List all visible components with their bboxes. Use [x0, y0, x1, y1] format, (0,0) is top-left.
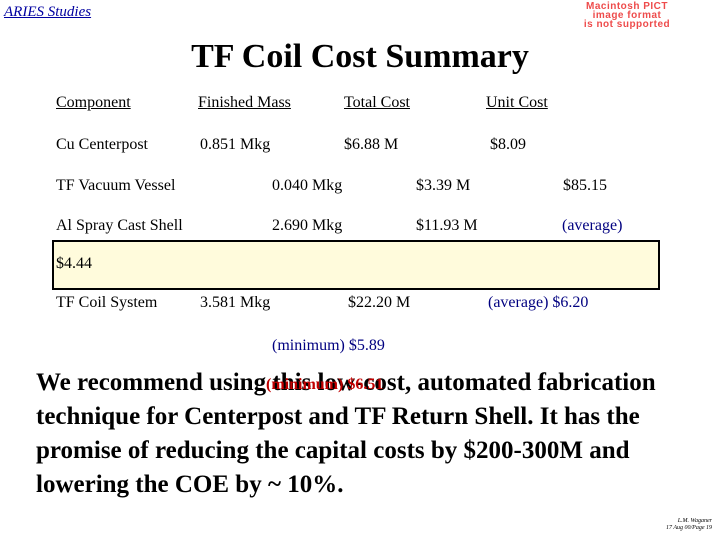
system-mass: 3.581 Mkg — [200, 294, 271, 311]
header-component: Component — [56, 94, 131, 111]
pict-unsupported-notice: Macintosh PICT image format is not suppo… — [556, 2, 698, 32]
overlay-minimum-note: (minimum) $6.51 — [266, 376, 384, 393]
row-shell-component: Al Spray Cast Shell — [56, 217, 183, 234]
row-vessel-unit: $85.15 — [563, 177, 607, 194]
row-vessel-mass: 0.040 Mkg — [272, 177, 343, 194]
row-shell-total: $11.93 M — [416, 217, 478, 234]
system-total: $22.20 M — [348, 294, 411, 311]
system-unit-average: (average) $6.20 — [488, 294, 589, 311]
recommendation-paragraph: We recommend using this low-cost, automa… — [36, 369, 656, 498]
footer-credit: L.M. Waganer 17 Aug 00/Page 19 — [666, 518, 712, 532]
header-bar — [0, 0, 720, 28]
row-vessel-total: $3.39 M — [416, 177, 471, 194]
pict-notice-line-2: image format — [592, 10, 662, 21]
footer-author: L.M. Waganer — [677, 518, 712, 524]
pict-notice-line-3: is not supported — [583, 19, 671, 30]
header-finished-mass: Finished Mass — [198, 94, 291, 111]
page-title: TF Coil Cost Summary — [191, 38, 529, 75]
header-unit-cost: Unit Cost — [486, 94, 548, 111]
system-label: TF Coil System — [56, 294, 158, 311]
highlight-box — [52, 240, 660, 290]
aries-studies-link[interactable]: ARIES Studies — [4, 4, 92, 20]
shell-unit-value: $4.44 — [56, 255, 92, 272]
row-centerpost-total: $6.88 M — [344, 136, 399, 153]
row-shell-mass: 2.690 Mkg — [272, 217, 343, 234]
row-centerpost-unit: $8.09 — [490, 136, 526, 153]
header-total-cost: Total Cost — [344, 94, 410, 111]
row-centerpost-component: Cu Centerpost — [56, 136, 148, 153]
footer-date-page: 17 Aug 00/Page 19 — [665, 525, 712, 531]
row-shell-unit-average: (average) — [562, 217, 623, 234]
row-centerpost-mass: 0.851 Mkg — [200, 136, 271, 153]
pict-notice-line-1: Macintosh PICT — [585, 1, 668, 12]
row-vessel-component: TF Vacuum Vessel — [56, 177, 176, 194]
system-unit-minimum: (minimum) $5.89 — [272, 337, 385, 354]
